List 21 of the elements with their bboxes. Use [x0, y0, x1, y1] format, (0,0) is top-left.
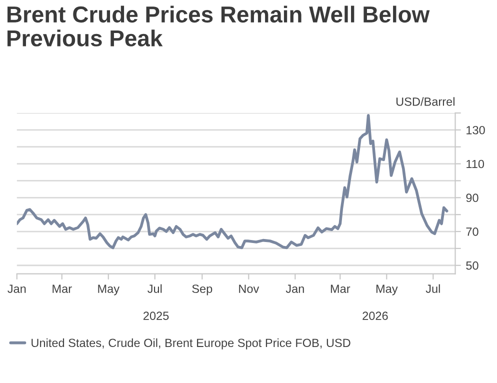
y-tick-label: 130 [466, 126, 485, 134]
x-tick-label: Nov [239, 284, 260, 293]
y-tick-label: 50 [466, 261, 478, 270]
chart-title: Brent Crude Prices Remain Well Below Previous Peak [7, 6, 430, 46]
x-tick-label: Mar [330, 284, 350, 293]
text: 2026 [362, 312, 388, 320]
x-tick-label: Jul [148, 284, 162, 293]
text: 2025 [143, 312, 169, 320]
y-tick-label: 70 [466, 228, 478, 236]
x-tick-label: May [98, 284, 120, 296]
legend-label: United States, Crude Oil, Brent Europe Spot Price FOB, USD [32, 338, 350, 350]
y-tick-label: 90 [466, 194, 478, 202]
x-tick-label: Mar [52, 284, 72, 293]
x-tick-label: Jan [286, 284, 304, 293]
y-tick-label: 110 [466, 160, 484, 168]
line-series [16, 114, 448, 250]
y-axis-title: USD/Barrel [396, 97, 454, 106]
x-tick-label: May [376, 284, 398, 296]
x-tick-label: Jul [426, 284, 440, 293]
x-tick-label: Jan [8, 284, 26, 293]
x-tick-label: Sep [192, 284, 212, 296]
